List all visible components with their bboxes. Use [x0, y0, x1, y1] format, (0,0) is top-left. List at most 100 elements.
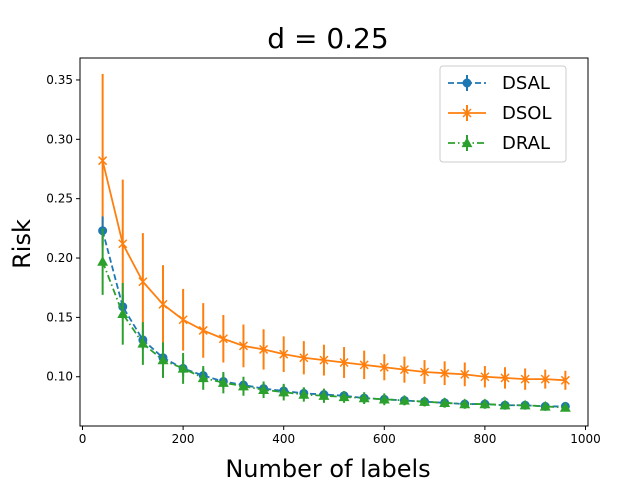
- dral-point-12: [338, 391, 350, 402]
- dsol-point-4-stroke-b: [178, 315, 188, 325]
- axes-frame: [79, 57, 589, 427]
- dsol-point-12: [339, 357, 349, 368]
- dral-point-0: [97, 255, 109, 266]
- dral-point-23: [559, 401, 571, 412]
- dsol-point-13: [359, 360, 369, 370]
- x-axis-title: Number of labels: [225, 455, 430, 480]
- y-tick-label-2: 0.20: [46, 251, 73, 265]
- dsol-point-0: [98, 156, 108, 166]
- dsol-point-7: [238, 341, 248, 351]
- dsol-point-10: [299, 353, 309, 363]
- legend-box: [439, 65, 567, 163]
- dsol-point-2: [138, 277, 148, 287]
- legend-item-dsol: DSOL: [448, 103, 551, 124]
- dsol-point-11-stroke-b: [319, 355, 329, 365]
- dsol-point-8-stroke-b: [259, 344, 269, 354]
- dsol-point-1: [118, 239, 128, 249]
- legend-dsol-label: DSOL: [502, 103, 551, 124]
- dral-point-1: [117, 308, 129, 318]
- legend-dsal-marker: [462, 78, 472, 88]
- chart-title: d = 0.25: [267, 22, 388, 55]
- legend-dral-marker: [461, 137, 473, 148]
- dral-point-4: [177, 362, 189, 373]
- dsol-point-16-stroke-b: [420, 367, 430, 377]
- x-tick-label-5: 1000: [570, 432, 601, 446]
- dral-point-15: [398, 394, 410, 405]
- dral-point-22: [539, 400, 551, 411]
- x-tick-label-4: 800: [473, 432, 496, 446]
- legend-dral-label: DRAL: [502, 133, 550, 154]
- legend-dsal-label: DSAL: [502, 73, 550, 94]
- dsol-point-23: [560, 375, 570, 385]
- dsol-point-18: [460, 369, 470, 379]
- dsol-point-4: [178, 315, 188, 325]
- dsol-point-19: [480, 372, 490, 382]
- dsol-point-12-stroke-b: [339, 357, 349, 368]
- dsol-point-3-stroke-b: [158, 299, 168, 309]
- dral-point-19: [479, 398, 491, 409]
- series-dral: [97, 228, 571, 412]
- dral-point-6: [217, 377, 229, 387]
- y-tick-label-3: 0.25: [46, 192, 73, 206]
- plot-area: 0 200 400 600 800 1000 0.10 0.15 0.20 0.25 0.30 0.3…: [46, 57, 601, 446]
- dsol-point-5: [198, 325, 208, 335]
- x-tick-label-2: 400: [272, 432, 295, 446]
- legend-dsol-marker: [462, 108, 472, 118]
- dsol-point-18-stroke-b: [460, 369, 470, 379]
- dsol-point-9-stroke-b: [279, 349, 289, 359]
- dsol-point-3: [158, 299, 168, 309]
- legend-item-dsal: DSAL: [448, 73, 550, 94]
- legend-item-dral: DRAL: [448, 133, 550, 154]
- dral-point-16: [419, 396, 430, 406]
- dral-point-13: [358, 392, 370, 403]
- dsol-point-21: [520, 374, 530, 384]
- dsol-point-0-stroke-b: [98, 156, 108, 166]
- dral-point-18: [459, 398, 471, 409]
- y-tick-label-4: 0.30: [46, 132, 73, 146]
- x-tick-label-1: 200: [172, 432, 195, 446]
- dral-point-11: [318, 390, 330, 400]
- dsol-point-6: [218, 334, 228, 344]
- dsol-point-1-stroke-b: [118, 239, 128, 249]
- dsol-point-14-stroke-b: [379, 362, 389, 372]
- dral-point-21: [519, 399, 531, 410]
- dsol-point-9: [279, 349, 289, 359]
- dral-point-10: [298, 388, 310, 399]
- dsol-point-17-stroke-b: [440, 368, 450, 378]
- dsol-point-20-stroke-b: [500, 373, 510, 383]
- dral-point-3: [157, 354, 169, 365]
- dsol-point-15-stroke-b: [399, 365, 409, 375]
- series-dsol: [98, 74, 570, 390]
- dsol-point-22: [540, 374, 550, 384]
- dral-line: [101, 261, 566, 409]
- y-tick-label-5: 0.35: [46, 73, 73, 87]
- legend-dsol-marker-stroke-b: [462, 108, 472, 118]
- y-tick-label-1: 0.15: [46, 310, 73, 324]
- dsol-point-7-stroke-b: [238, 341, 248, 351]
- dral-point-9: [278, 386, 290, 397]
- dsol-point-13-stroke-b: [359, 360, 369, 370]
- dral-point-5: [197, 372, 209, 383]
- y-axis-title: Risk: [8, 219, 36, 269]
- dsol-point-2-stroke-b: [138, 277, 148, 287]
- dsol-point-22-stroke-b: [540, 374, 550, 384]
- dsol-point-16: [420, 367, 430, 377]
- dsol-point-14: [379, 362, 389, 372]
- dsol-point-10-stroke-b: [299, 353, 309, 363]
- dral-point-17: [439, 397, 451, 408]
- dral-point-20: [499, 399, 511, 410]
- x-tick-label-3: 600: [373, 432, 396, 446]
- dral-point-2: [137, 337, 149, 348]
- legend: DSAL DSOL DRAL: [439, 65, 567, 163]
- x-tick-label-0: 0: [79, 432, 87, 446]
- dral-point-7: [238, 380, 249, 391]
- dsol-point-8: [259, 344, 269, 354]
- dsol-point-23-stroke-b: [560, 375, 570, 385]
- dsol-point-6-stroke-b: [218, 334, 228, 344]
- dral-point-14: [378, 393, 390, 404]
- dsol-point-11: [319, 355, 329, 365]
- dsol-point-19-stroke-b: [480, 372, 490, 382]
- y-tick-label-0: 0.10: [46, 370, 73, 384]
- dsol-point-20: [500, 373, 510, 383]
